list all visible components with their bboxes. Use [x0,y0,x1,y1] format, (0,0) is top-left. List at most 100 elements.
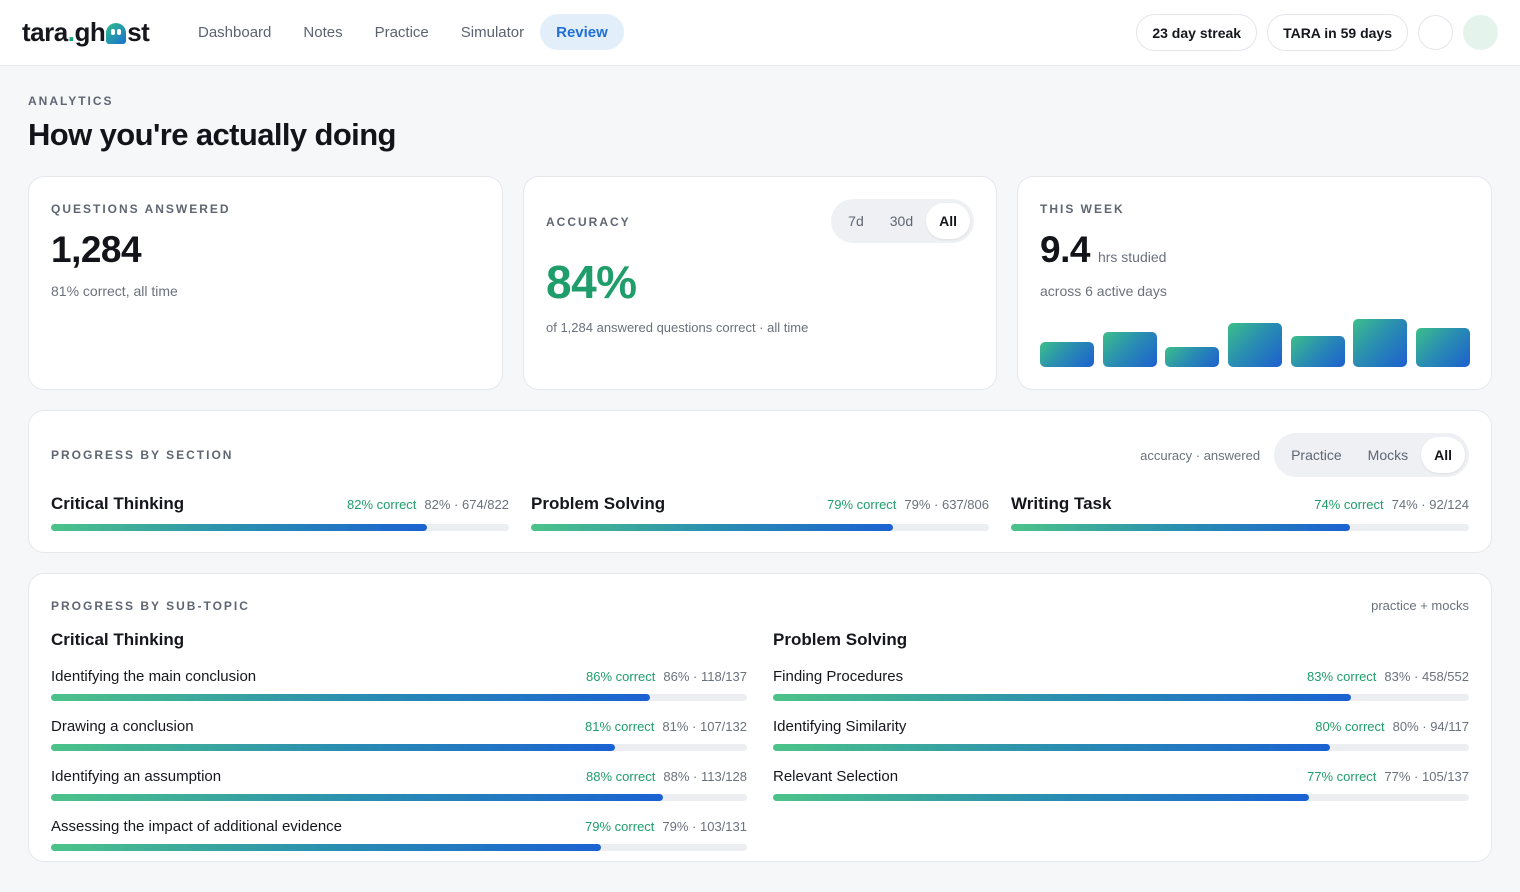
subtopic-progress-fill [773,694,1351,701]
range-7d[interactable]: 7d [848,213,864,229]
section-meta: 82% · 674/822 [424,497,509,512]
subtopic-name: Identifying Similarity [773,718,907,735]
subtopic-progress-track [51,694,747,701]
subtopic-row[interactable]: Identifying Similarity 80% correct 80% · 9… [773,718,1469,751]
section-correct: 74% correct [1314,497,1384,512]
subtopic-correct: 77% correct [1307,769,1377,784]
section-row[interactable]: Problem Solving 79% correct 79% · 637/806 [531,494,989,531]
section-filter-toggle: Practice Mocks All [1274,433,1469,477]
week-day-bar [1353,319,1408,367]
nav-dashboard[interactable]: Dashboard [198,23,272,41]
theme-toggle-button[interactable] [1418,15,1453,50]
filter-mocks[interactable]: Mocks [1367,447,1409,463]
section-meta: 79% · 637/806 [904,497,989,512]
section-name: Critical Thinking [51,494,185,513]
range-all[interactable]: All [926,203,970,239]
week-day-bar [1228,323,1282,367]
accuracy-range-toggle: 7d 30d All [831,199,974,243]
subtopic-meta: 81% · 107/132 [662,719,747,734]
section-name: Problem Solving [531,494,666,513]
questions-answered-card: QUESTIONS ANSWERED 1,284 81% correct, al… [28,176,503,390]
subtopic-progress-label: PROGRESS BY SUB-TOPIC [51,599,250,613]
section-progress-label: PROGRESS BY SECTION [51,448,234,462]
week-sub: across 6 active days [1040,283,1167,299]
subtopic-progress-fill [51,694,650,701]
nav-notes[interactable]: Notes [303,23,343,41]
subtopic-row[interactable]: Drawing a conclusion 81% correct 81% · 107… [51,718,747,751]
brand-name-right: st [127,17,150,47]
subtopic-row[interactable]: Identifying the main conclusion 86% corre… [51,668,747,701]
questions-sub: 81% correct, all time [51,283,178,299]
nav-simulator[interactable]: Simulator [460,23,525,41]
section-correct: 82% correct [347,497,417,512]
header-actions: 23 day streak TARA in 59 days [1136,14,1498,51]
subtopic-progress-track [51,744,747,751]
subtopic-progress-track [773,744,1469,751]
subtopic-row[interactable]: Relevant Selection 77% correct 77% · 105/1… [773,768,1469,801]
subtopic-progress-fill [773,794,1309,801]
page-eyebrow: ANALYTICS [28,94,114,108]
avatar[interactable] [1463,15,1498,50]
subtopic-correct: 86% correct [586,669,656,684]
accuracy-value: 84% [546,256,637,308]
subtopic-progress-track [51,844,747,851]
subtopic-correct: 80% correct [1315,719,1385,734]
range-30d[interactable]: 30d [889,213,914,229]
exam-countdown-badge[interactable]: TARA in 59 days [1267,14,1408,51]
section-name: Writing Task [1011,494,1112,513]
weekly-activity-chart [1040,317,1470,367]
subtopic-row[interactable]: Assessing the impact of additional evide… [51,818,747,851]
subtopic-legend: practice + mocks [1371,598,1469,613]
subtopic-row[interactable]: Finding Procedures 83% correct 83% · 458/5… [773,668,1469,701]
brand-dot: . [67,17,75,47]
section-progress-fill [1011,524,1350,531]
subtopic-correct: 81% correct [585,719,655,734]
section-controls: accuracy · answered Practice Mocks All [1140,433,1469,477]
accuracy-label: ACCURACY [546,215,631,229]
brand-logo[interactable]: tara. gh st [22,17,150,48]
section-row[interactable]: Critical Thinking 82% correct 82% · 674/8… [51,494,509,531]
week-value: 9.4 [1040,229,1090,270]
week-day-bar [1165,347,1220,367]
questions-label: QUESTIONS ANSWERED [51,202,231,216]
section-progress-track [531,524,989,531]
subtopic-progress-fill [51,794,664,801]
streak-badge[interactable]: 23 day streak [1136,14,1258,51]
subtopic-progress-fill [51,744,615,751]
section-progress-track [51,524,509,531]
subtopic-progress-track [51,794,747,801]
section-correct: 79% correct [827,497,897,512]
section-legend: accuracy · answered [1140,447,1261,463]
brand-name-mid: gh [74,17,106,47]
week-day-bar [1102,332,1157,367]
subtopic-progress-track [773,794,1469,801]
subtopic-progress-fill [773,744,1330,751]
nav-review[interactable]: Review [540,14,624,50]
subtopic-progress-track [773,694,1469,701]
subtopic-name: Drawing a conclusion [51,718,194,735]
week-hours: 9.4 hrs studied [1040,229,1166,271]
subtopic-group-title: Critical Thinking [51,630,185,649]
subtopic-name: Identifying the main conclusion [51,668,257,685]
subtopic-name: Identifying an assumption [51,768,222,785]
ghost-icon [106,23,127,44]
subtopic-name: Relevant Selection [773,768,899,785]
section-row[interactable]: Writing Task 74% correct 74% · 92/124 [1011,494,1469,531]
section-meta: 74% · 92/124 [1391,497,1469,512]
filter-practice[interactable]: Practice [1291,447,1342,463]
subtopic-group-title: Problem Solving [773,630,908,649]
section-progress-fill [531,524,893,531]
page-title: How you're actually doing [28,117,396,152]
filter-all[interactable]: All [1421,437,1465,473]
this-week-card: THIS WEEK 9.4 hrs studied across 6 activ… [1017,176,1492,390]
main-nav: Dashboard Notes Practice Simulator Revie… [182,14,624,50]
questions-value: 1,284 [51,229,142,270]
nav-practice[interactable]: Practice [374,23,429,41]
subtopic-row[interactable]: Identifying an assumption 88% correct 88% … [51,768,747,801]
subtopic-name: Finding Procedures [773,668,904,685]
subtopic-group-problem-solving: Problem Solving Finding Procedures 83% co… [773,630,1469,818]
accuracy-card: ACCURACY 7d 30d All 84% of 1,284 answere… [523,176,997,390]
subtopic-progress-fill [51,844,601,851]
subtopic-meta: 86% · 118/137 [663,669,747,684]
subtopic-meta: 77% · 105/137 [1384,769,1469,784]
